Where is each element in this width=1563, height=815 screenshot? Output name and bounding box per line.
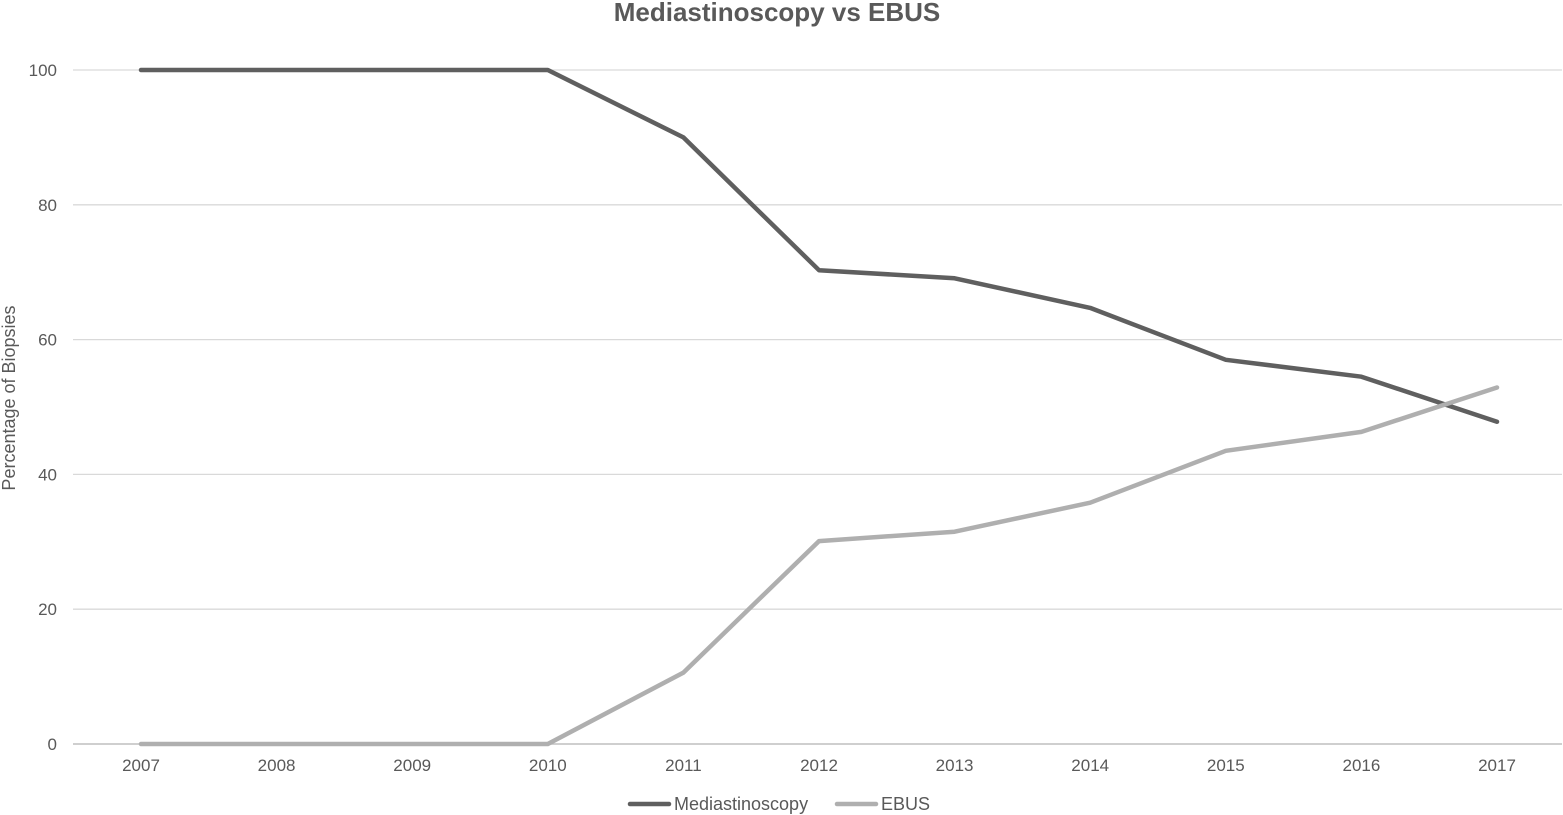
x-tick-label: 2011 — [665, 756, 702, 775]
series-lines — [138, 67, 1500, 747]
y-axis-title: Percentage of Biopsies — [0, 305, 19, 490]
chart-title: Mediastinoscopy vs EBUS — [614, 0, 941, 27]
x-tick-label: 2013 — [936, 756, 974, 775]
y-tick-label: 100 — [29, 61, 57, 80]
y-tick-label: 60 — [38, 331, 57, 350]
gridlines — [73, 69, 1562, 745]
x-tick-label: 2017 — [1478, 756, 1516, 775]
x-tick-label: 2016 — [1342, 756, 1380, 775]
series-line-ebus — [138, 385, 1500, 747]
x-tick-label: 2014 — [1071, 756, 1109, 775]
x-tick-label: 2008 — [258, 756, 296, 775]
x-tick-label: 2015 — [1207, 756, 1245, 775]
x-tick-label: 2010 — [529, 756, 567, 775]
legend-label-ebus: EBUS — [881, 794, 930, 814]
x-tick-label: 2009 — [393, 756, 431, 775]
x-axis-ticks: 2007 2008 2009 2010 2011 2012 2013 2014 2015 2016… — [122, 756, 1516, 775]
y-tick-label: 20 — [38, 600, 57, 619]
x-tick-label: 2012 — [800, 756, 838, 775]
series-line-mediastinoscopy — [138, 67, 1500, 425]
legend: Mediastinoscopy EBUS — [627, 794, 930, 814]
y-tick-label: 0 — [48, 735, 57, 754]
x-tick-label: 2007 — [122, 756, 160, 775]
y-tick-label: 40 — [38, 465, 57, 484]
y-tick-label: 80 — [38, 196, 57, 215]
y-axis-ticks: 0 20 40 60 80 100 — [29, 61, 57, 754]
legend-label-mediastinoscopy: Mediastinoscopy — [674, 794, 808, 814]
